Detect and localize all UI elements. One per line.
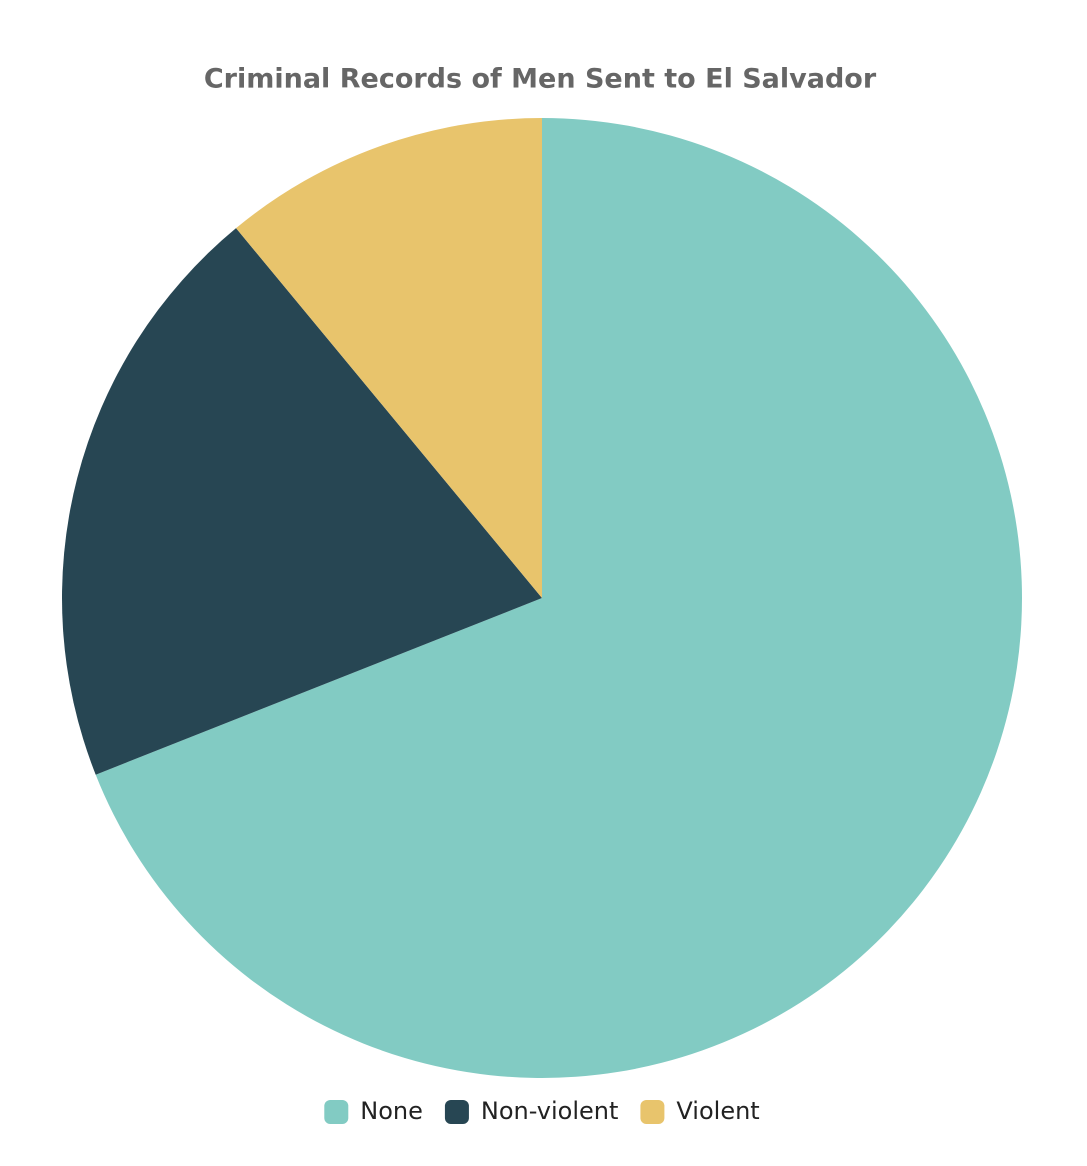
legend-label: Violent xyxy=(676,1097,759,1125)
legend-swatch xyxy=(324,1100,349,1124)
legend-label: None xyxy=(360,1097,423,1125)
legend-swatch xyxy=(444,1100,469,1124)
pie-slice xyxy=(62,228,542,775)
pie-slice xyxy=(236,118,542,598)
chart-title: Criminal Records of Men Sent to El Salva… xyxy=(204,64,877,95)
legend-label: Non-violent xyxy=(481,1097,618,1125)
pie-slice xyxy=(95,118,1023,1078)
legend-swatch xyxy=(640,1100,665,1124)
legend: None Non-violent Violent xyxy=(324,1097,760,1125)
